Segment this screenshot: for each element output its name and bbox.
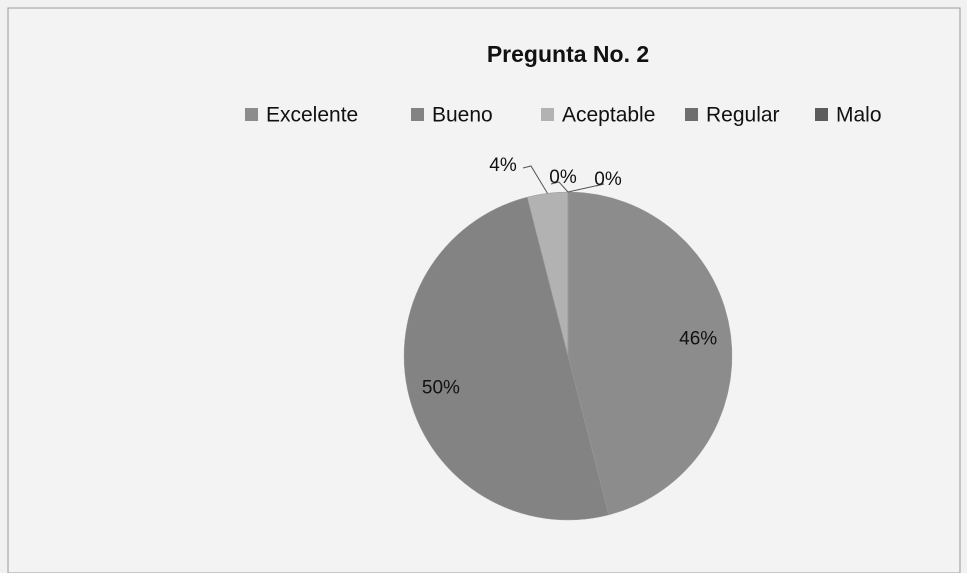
legend-label: Excelente (266, 104, 358, 127)
chart-title: Pregunta No. 2 (487, 41, 649, 67)
data-label: 0% (594, 169, 622, 190)
legend-label: Regular (706, 104, 780, 127)
legend-swatch (815, 108, 828, 121)
leader-line (567, 183, 605, 193)
pie-slice (567, 191, 733, 516)
data-label: 0% (549, 167, 577, 188)
legend-swatch (411, 108, 424, 121)
legend-label: Bueno (432, 104, 493, 127)
legend-swatch (685, 108, 698, 121)
pie-slice (403, 196, 610, 521)
legend-label: Aceptable (562, 104, 655, 127)
legend-swatch (541, 108, 554, 121)
leader-line (522, 165, 548, 194)
leader-line (550, 181, 569, 193)
legend-label: Malo (836, 104, 882, 127)
data-label: 50% (422, 378, 460, 399)
data-label: 4% (489, 155, 517, 176)
data-label: 46% (679, 329, 717, 350)
legend-swatch (245, 108, 258, 121)
